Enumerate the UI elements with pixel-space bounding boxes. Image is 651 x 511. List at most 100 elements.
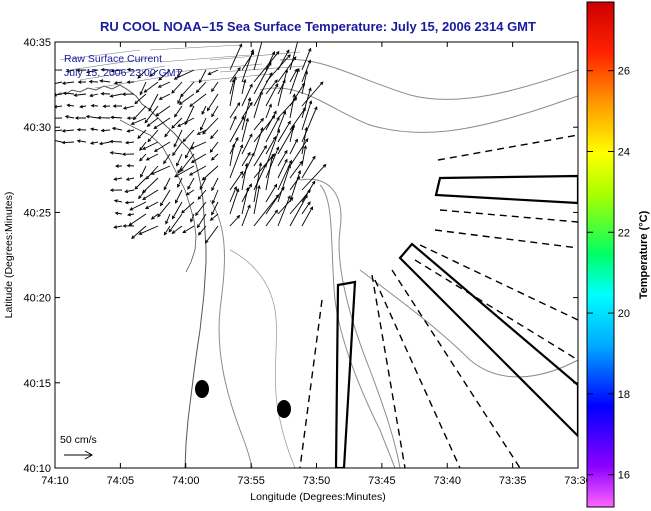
colorbar-tick-label: 24 bbox=[618, 146, 630, 158]
current-vector bbox=[265, 79, 278, 95]
current-vector-head bbox=[174, 173, 178, 178]
current-vector-head bbox=[273, 110, 277, 115]
current-vector bbox=[253, 164, 267, 191]
current-vector-head bbox=[171, 230, 176, 234]
colorbar-tick-label: 18 bbox=[618, 389, 630, 401]
current-vector bbox=[197, 189, 207, 200]
current-vector-head bbox=[102, 104, 107, 108]
current-vector-head bbox=[307, 189, 311, 194]
current-vector bbox=[229, 144, 243, 179]
colorbar-tick-label: 22 bbox=[618, 227, 630, 239]
current-vector bbox=[177, 177, 183, 188]
current-vector bbox=[289, 42, 299, 71]
current-vector bbox=[177, 93, 183, 104]
current-vector-head bbox=[180, 168, 184, 172]
x-tick-label: 73:45 bbox=[368, 475, 396, 487]
contour-2 bbox=[299, 178, 401, 468]
current-vector bbox=[301, 201, 311, 215]
current-vector bbox=[253, 194, 279, 227]
current-vector bbox=[253, 72, 273, 107]
current-vector-head bbox=[52, 130, 55, 133]
x-tick-label: 74:00 bbox=[172, 475, 200, 487]
current-vector-head bbox=[293, 97, 298, 101]
current-vector bbox=[172, 201, 183, 219]
current-vector bbox=[208, 69, 219, 75]
current-vector bbox=[277, 150, 288, 167]
current-vector-head bbox=[55, 104, 58, 109]
current-vector-head bbox=[157, 213, 161, 218]
current-vector bbox=[159, 93, 171, 100]
current-vector bbox=[265, 156, 273, 191]
current-vector bbox=[111, 116, 123, 119]
current-vector-head bbox=[244, 162, 249, 167]
current-vector-head bbox=[231, 143, 236, 148]
current-vector bbox=[301, 60, 311, 83]
current-vector-head bbox=[247, 151, 251, 156]
current-vector-head bbox=[207, 71, 212, 75]
current-vector-head bbox=[145, 175, 150, 180]
current-vector bbox=[127, 69, 135, 71]
current-vector-head bbox=[138, 231, 143, 235]
current-vector-head bbox=[195, 89, 200, 94]
current-vector-head bbox=[304, 70, 309, 75]
current-vector bbox=[277, 69, 288, 107]
current-vector bbox=[289, 170, 301, 203]
current-vector-head bbox=[275, 194, 280, 198]
current-vector-head bbox=[270, 155, 274, 160]
current-vector bbox=[172, 141, 183, 156]
current-vector-head bbox=[250, 48, 254, 53]
current-vector-head bbox=[239, 170, 244, 175]
current-vector-head bbox=[88, 79, 93, 84]
current-vector bbox=[265, 83, 279, 107]
current-vector-head bbox=[286, 49, 290, 54]
current-vector-head bbox=[236, 214, 241, 219]
contour-3 bbox=[319, 184, 396, 468]
current-vector-head bbox=[281, 186, 285, 191]
current-vector bbox=[253, 118, 264, 131]
current-vector-head bbox=[100, 128, 105, 133]
current-vector-head bbox=[199, 126, 204, 131]
current-vector-head bbox=[163, 231, 168, 236]
current-vector bbox=[205, 225, 219, 244]
current-vector bbox=[137, 69, 147, 79]
current-vector bbox=[301, 88, 312, 119]
current-vector bbox=[89, 93, 99, 97]
current-vector bbox=[65, 115, 75, 119]
current-vector bbox=[67, 104, 75, 107]
current-vector-head bbox=[143, 89, 148, 93]
current-vector bbox=[153, 117, 171, 129]
current-vector-head bbox=[260, 126, 264, 131]
current-vector-head bbox=[209, 217, 214, 221]
current-vector bbox=[202, 165, 219, 181]
current-vector bbox=[265, 210, 278, 227]
current-vector-head bbox=[129, 207, 134, 211]
current-vector bbox=[229, 188, 239, 215]
current-vector bbox=[63, 92, 75, 95]
current-vector bbox=[134, 177, 147, 190]
current-vector-head bbox=[196, 131, 201, 135]
current-vector-head bbox=[296, 67, 300, 72]
x-axis-title: Longitude (Degrees:Minutes) bbox=[250, 491, 385, 503]
current-vector bbox=[144, 81, 159, 93]
legend-current-label: Raw Surface Current bbox=[64, 53, 162, 65]
current-vector bbox=[180, 81, 195, 97]
current-vector bbox=[241, 163, 248, 191]
surface-current-vectors bbox=[51, 42, 327, 244]
current-vector-head bbox=[271, 115, 276, 119]
current-vector bbox=[201, 105, 207, 115]
current-vector bbox=[253, 185, 260, 215]
current-vector-head bbox=[303, 144, 307, 149]
current-vector bbox=[265, 104, 272, 119]
current-vector bbox=[253, 127, 264, 155]
current-vector bbox=[62, 129, 75, 132]
current-vector-head bbox=[245, 117, 249, 122]
x-tick-label: 73:50 bbox=[303, 475, 331, 487]
current-vector bbox=[301, 48, 312, 71]
current-vector bbox=[277, 111, 286, 131]
current-vector-head bbox=[66, 103, 71, 108]
current-vector bbox=[74, 93, 87, 96]
current-vector-head bbox=[260, 117, 264, 122]
current-vector bbox=[229, 79, 235, 95]
current-vector-head bbox=[51, 139, 54, 142]
current-vector-head bbox=[287, 54, 291, 58]
